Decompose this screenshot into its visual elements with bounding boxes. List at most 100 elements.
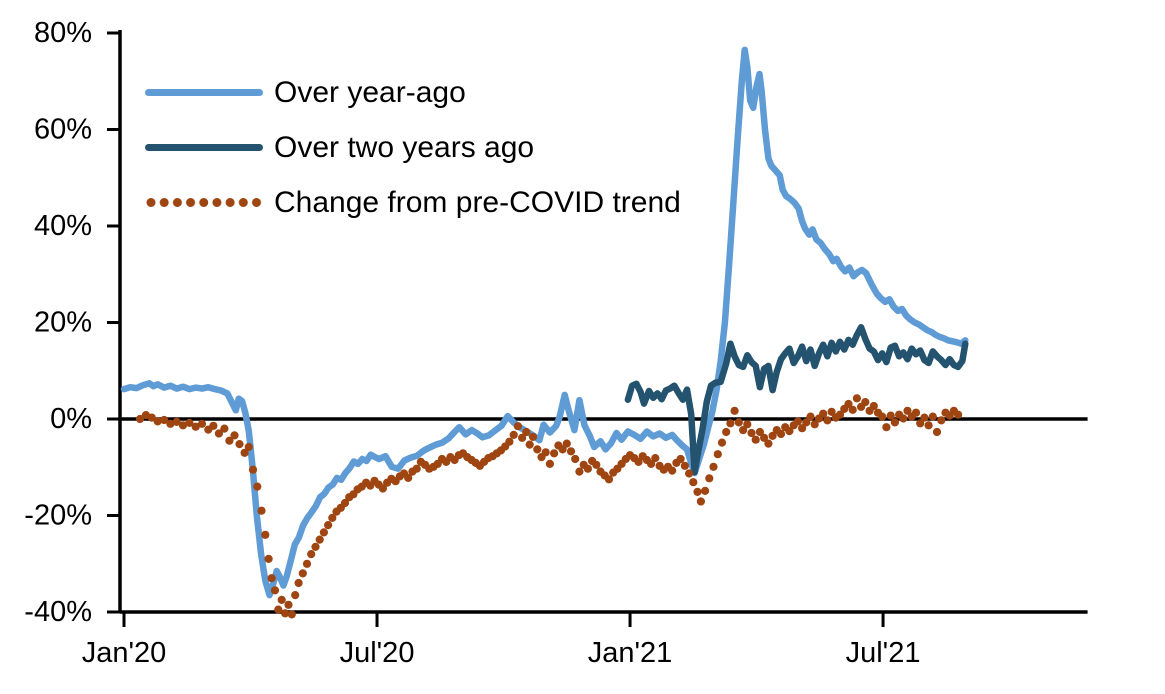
data-dot: [357, 482, 366, 491]
data-dot: [340, 498, 350, 508]
data-dot: [869, 401, 878, 411]
data-dot: [819, 409, 828, 418]
data-dot: [480, 457, 489, 466]
data-dot: [458, 449, 468, 458]
data-dot: [281, 609, 290, 618]
data-dot: [501, 442, 510, 451]
data-dot: [827, 407, 836, 416]
data-dot: [588, 456, 597, 466]
y-tick-label: 60%: [34, 114, 92, 146]
data-dot: [634, 457, 643, 466]
data-dot: [214, 429, 223, 438]
data-dot: [764, 439, 773, 448]
data-dot: [878, 412, 887, 421]
data-dot: [274, 605, 283, 614]
data-dot: [244, 442, 253, 452]
data-dot: [676, 454, 685, 464]
data-dot: [387, 474, 396, 483]
data-dot: [726, 419, 735, 428]
data-dot: [429, 462, 438, 471]
data-dot: [793, 417, 803, 426]
data-dot: [287, 610, 296, 619]
data-dot: [642, 455, 652, 465]
legend-line-swatch-blue: [145, 89, 263, 96]
data-dot: [789, 421, 798, 430]
data-dot: [235, 440, 244, 449]
data-dot: [907, 412, 916, 421]
data-dot: [471, 458, 480, 467]
chart-legend: Over year-ago Over two years ago Change …: [145, 65, 681, 230]
data-dot: [391, 477, 400, 486]
data-dot: [865, 406, 874, 415]
data-dot: [319, 528, 328, 537]
data-dot: [613, 464, 622, 473]
data-dot: [475, 461, 484, 470]
data-dot: [823, 416, 832, 425]
data-dot: [802, 418, 811, 427]
data-dot: [253, 482, 262, 491]
data-dot: [298, 569, 307, 578]
data-dot: [541, 448, 550, 457]
data-dot: [345, 493, 354, 502]
data-dot: [937, 416, 946, 425]
data-dot: [197, 419, 207, 428]
data-dot: [416, 457, 425, 466]
data-dot: [505, 437, 514, 446]
data-dot: [513, 422, 523, 431]
legend-label-over-two-years-ago: Over two years ago: [274, 130, 535, 164]
data-dot: [734, 418, 743, 427]
data-dot: [437, 454, 447, 464]
data-dot: [638, 452, 647, 461]
legend-item-change-from-pre-covid-trend: Change from pre-COVID trend: [145, 175, 681, 230]
data-dot: [886, 411, 895, 420]
data-dot: [672, 458, 681, 467]
data-dot: [596, 467, 605, 476]
data-dot: [240, 448, 249, 457]
data-dot: [924, 421, 933, 430]
data-dot: [751, 435, 760, 444]
data-dot: [209, 421, 218, 430]
data-dot: [153, 417, 162, 426]
data-dot: [895, 410, 904, 419]
data-dot: [857, 402, 866, 411]
data-dot: [928, 412, 937, 421]
y-tick-label: 80%: [34, 17, 92, 49]
data-dot: [172, 417, 181, 426]
data-dot: [844, 399, 853, 409]
data-dot: [625, 451, 635, 460]
data-dot: [307, 550, 316, 559]
data-dot: [609, 468, 618, 477]
data-dot: [484, 454, 493, 463]
data-dot: [277, 595, 286, 605]
legend-label-change-from-pre-covid-trend: Change from pre-COVID trend: [274, 185, 681, 219]
y-tick-label: 40%: [34, 210, 92, 242]
data-dot: [743, 420, 752, 429]
x-tick-label: Jul'20: [340, 637, 415, 669]
data-dot: [257, 506, 266, 515]
data-dot: [810, 420, 819, 429]
data-dot: [302, 559, 312, 568]
data-dot: [890, 418, 900, 427]
data-dot: [592, 460, 601, 469]
data-dot: [450, 455, 459, 465]
data-dot: [533, 445, 542, 454]
data-dot: [160, 415, 169, 425]
data-dot: [264, 554, 273, 564]
y-tick-label: 20%: [34, 307, 92, 339]
data-dot: [220, 424, 229, 433]
data-dot: [680, 461, 690, 470]
data-dot: [722, 427, 731, 437]
data-dot: [178, 421, 188, 430]
data-dot: [294, 578, 303, 588]
data-dot: [693, 487, 702, 496]
data-dot: [916, 419, 925, 428]
data-dot: [463, 453, 472, 462]
data-dot: [760, 433, 769, 442]
data-dot: [647, 459, 656, 468]
x-tick-label: Jan'21: [588, 637, 673, 669]
data-dot: [713, 450, 722, 459]
data-dot: [668, 466, 677, 475]
data-dot: [621, 454, 630, 464]
data-dot: [225, 436, 234, 445]
data-dot: [412, 464, 421, 473]
